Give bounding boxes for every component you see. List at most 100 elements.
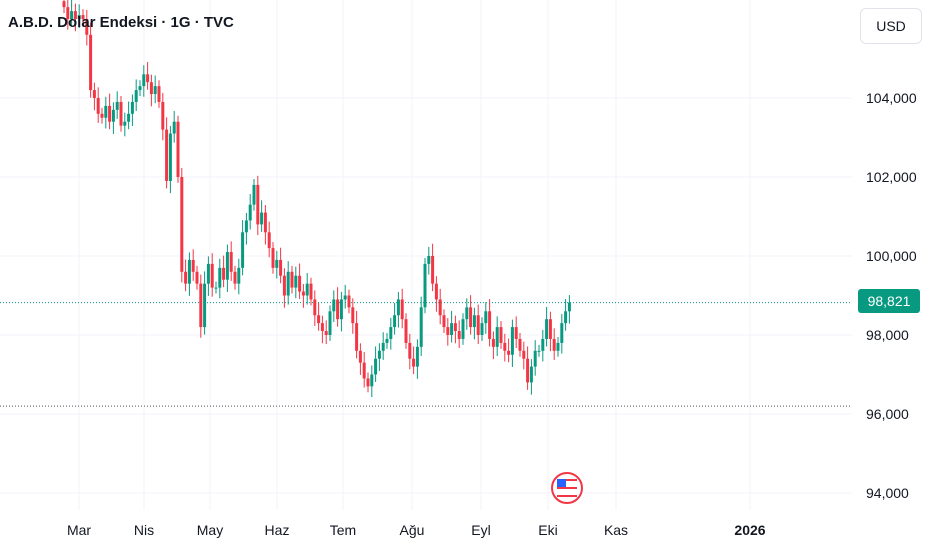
candle-body: [434, 283, 438, 300]
price-axis-label: 104,000: [866, 90, 917, 106]
currency-button[interactable]: USD: [860, 8, 922, 44]
candle-body: [317, 315, 321, 324]
candle-body: [343, 295, 347, 300]
candle-body: [400, 299, 404, 320]
candle-body: [172, 121, 176, 134]
candle-body: [457, 331, 461, 339]
candle-body: [381, 342, 385, 351]
candle-body: [263, 212, 267, 233]
candle-body: [347, 295, 351, 308]
candle-body: [396, 299, 400, 316]
candle-body: [214, 287, 218, 289]
candle-body: [89, 34, 93, 91]
candle-body: [104, 105, 108, 118]
candle-body: [142, 74, 146, 87]
candle-body: [85, 19, 89, 35]
candle-body: [267, 232, 271, 249]
candle-body: [248, 204, 252, 221]
candle-body: [286, 271, 290, 296]
candle-body: [184, 271, 188, 284]
candle-body: [210, 263, 214, 288]
candle-body: [412, 358, 416, 367]
candle-body: [130, 101, 134, 114]
candle-body: [298, 275, 302, 292]
candle-body: [427, 256, 431, 264]
candle-body: [271, 248, 275, 268]
candle-body: [229, 252, 233, 272]
candle-body: [252, 184, 256, 205]
candle-body: [499, 327, 503, 343]
candle-body: [222, 267, 226, 280]
candle-body: [320, 323, 324, 332]
time-axis-label: Mar: [67, 522, 91, 538]
candle-body: [366, 378, 370, 387]
candle-body: [157, 86, 161, 102]
candle-body: [146, 74, 150, 83]
candle-body: [472, 315, 476, 328]
candle-body: [529, 366, 533, 383]
candle-body: [328, 311, 332, 335]
time-axis-label: Kas: [604, 522, 628, 538]
candle-body: [218, 267, 222, 288]
candle-body: [100, 113, 104, 118]
candle-body: [514, 327, 518, 339]
candle-body: [244, 220, 248, 233]
candle-body: [332, 299, 336, 312]
candle-body: [203, 283, 207, 328]
candle-body: [495, 327, 499, 347]
candle-body: [552, 338, 556, 351]
candle-body: [275, 259, 279, 268]
candle-body: [62, 1, 66, 8]
candle-body: [465, 307, 469, 320]
candle-body: [533, 350, 537, 367]
flag-stripe: [557, 487, 577, 489]
candle-body: [282, 275, 286, 296]
time-axis-label: May: [197, 522, 223, 538]
candle-body: [153, 86, 157, 95]
candle-body: [556, 342, 560, 351]
candle-body: [480, 323, 484, 335]
time-axis-label: Eyl: [471, 522, 490, 538]
candle-body: [476, 315, 480, 335]
candle-body: [305, 283, 309, 296]
flag-stripe: [557, 479, 577, 481]
candle-body: [423, 263, 427, 308]
candle-body: [176, 121, 180, 177]
candle-body: [560, 323, 564, 343]
price-axis-label: 102,000: [866, 169, 917, 185]
candle-body: [336, 299, 340, 320]
candle-body: [279, 259, 283, 276]
candle-body: [564, 311, 568, 324]
candle-body: [453, 323, 457, 332]
candle-body: [522, 350, 526, 359]
candle-body: [377, 350, 381, 359]
time-axis-label: Tem: [330, 522, 356, 538]
price-axis-label: 96,000: [866, 406, 909, 422]
candle-body: [70, 11, 74, 19]
candle-body: [138, 86, 142, 91]
flag-stripe: [557, 483, 577, 485]
candle-body: [301, 291, 305, 296]
candle-body: [442, 315, 446, 328]
candle-body: [404, 319, 408, 343]
candle-body: [119, 101, 123, 126]
candle-body: [108, 105, 112, 122]
candle-body: [123, 121, 127, 126]
candle-body: [351, 307, 355, 324]
candle-body: [370, 374, 374, 387]
candle-body: [339, 299, 343, 320]
price-axis-label: 100,000: [866, 248, 917, 264]
candle-body: [111, 109, 115, 122]
candle-body: [324, 331, 328, 335]
time-axis-label: Ağu: [400, 522, 425, 538]
candle-body: [507, 350, 511, 355]
time-axis-label: Eki: [538, 522, 557, 538]
candle-body: [450, 323, 454, 335]
candle-body: [484, 311, 488, 324]
candle-body: [491, 338, 495, 347]
candle-body: [66, 7, 70, 20]
candle-body: [115, 101, 119, 110]
candle-body: [96, 98, 100, 114]
